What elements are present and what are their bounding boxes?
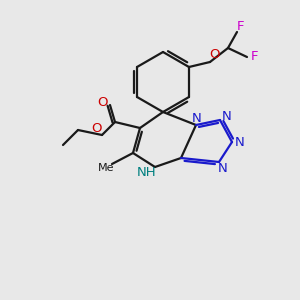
Text: N: N	[235, 136, 245, 148]
Text: N: N	[192, 112, 202, 124]
Text: Me: Me	[98, 163, 114, 173]
Text: NH: NH	[137, 166, 157, 178]
Text: O: O	[92, 122, 102, 134]
Text: F: F	[250, 50, 258, 64]
Text: F: F	[237, 20, 245, 34]
Text: N: N	[218, 161, 228, 175]
Text: O: O	[209, 49, 219, 62]
Text: O: O	[97, 95, 107, 109]
Text: N: N	[222, 110, 232, 124]
